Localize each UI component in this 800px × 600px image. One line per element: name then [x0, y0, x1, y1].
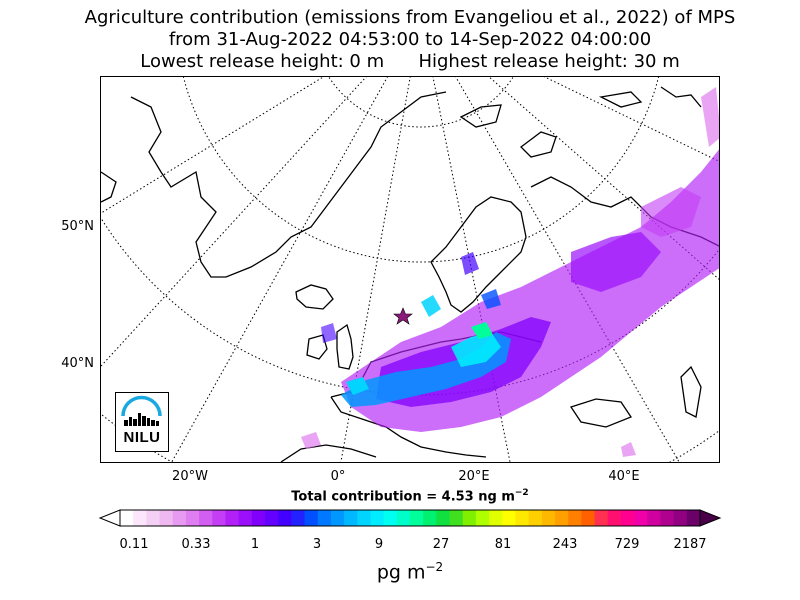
colorbar-segment [620, 510, 635, 526]
colorbar-segment [278, 510, 292, 526]
colorbar-segment [212, 510, 226, 526]
colorbar-segment [291, 510, 306, 526]
colorbar-segment [396, 510, 411, 526]
total-contribution: Total contribution = 4.53 ng m−2 [0, 488, 800, 504]
colorbar-segment [475, 510, 490, 526]
colorbar-segment [304, 510, 319, 526]
map-title-line-1: Agriculture contribution (emissions from… [84, 7, 736, 28]
colorbar-segment [594, 510, 609, 526]
colorbar-segment [449, 510, 464, 526]
colorbar-segment [370, 510, 385, 526]
colorbar-segment [172, 510, 187, 526]
colorbar-segment [555, 510, 569, 526]
colorbar-unit-exponent: −2 [425, 560, 444, 574]
map-panel [100, 76, 720, 463]
colorbar-segment [541, 510, 556, 526]
colorbar-tick: 2187 [673, 537, 707, 552]
colorbar-unit-label: pg m−2 [0, 560, 800, 583]
colorbar-segment [133, 510, 147, 526]
colorbar-segment [238, 510, 253, 526]
colorbar-segment [185, 510, 200, 526]
lon-label-40e: 40°E [608, 469, 640, 484]
colorbar-segment [410, 510, 424, 526]
colorbar-max-extend [699, 509, 722, 527]
lon-label-20w: 20°W [172, 469, 208, 484]
nilu-logo-text: NILU [123, 429, 161, 446]
colorbar-segment [607, 510, 622, 526]
colorbar-segment [686, 510, 701, 526]
colorbar-segment [515, 510, 530, 526]
colorbar-tick: 0.11 [119, 537, 149, 552]
concentration-field [301, 87, 719, 457]
colorbar-tick: 243 [552, 537, 578, 552]
colorbar-segment [634, 510, 648, 526]
colorbar-tick: 3 [312, 537, 322, 552]
colorbar-segment [120, 510, 134, 526]
colorbar-min-extend [98, 509, 121, 527]
colorbar-segment [436, 510, 451, 526]
colorbar-segment [265, 510, 279, 526]
colorbar-frame [119, 509, 701, 527]
colorbar-tick: 9 [374, 537, 384, 552]
colorbar-segment [251, 510, 266, 526]
nilu-logo: NILU [115, 392, 169, 452]
colorbar-segment [489, 510, 503, 526]
colorbar-tick: 27 [432, 537, 450, 552]
colorbar-segment [581, 510, 596, 526]
colorbar-segment [383, 510, 398, 526]
map-canvas [101, 77, 719, 462]
colorbar-segment [660, 510, 675, 526]
colorbar-segment [344, 510, 358, 526]
colorbar-segment [647, 510, 661, 526]
colorbar-segment [528, 510, 543, 526]
colorbar-unit-text: pg m [376, 561, 426, 584]
colorbar-segment [225, 510, 240, 526]
map-title-line-3: Lowest release height: 0 m Highest relea… [140, 51, 680, 72]
map-title-line-2: from 31-Aug-2022 04:53:00 to 14-Sep-2022… [168, 29, 652, 50]
lon-label-20e: 20°E [458, 469, 490, 484]
total-contribution-text: Total contribution = 4.53 ng m [291, 489, 515, 505]
colorbar-segment [673, 510, 688, 526]
colorbar-segment [159, 510, 174, 526]
colorbar-segment [423, 510, 437, 526]
lat-label-50n: 50°N [61, 219, 94, 234]
colorbar-tick: 1 [250, 537, 260, 552]
colorbar-segment [146, 510, 161, 526]
nilu-logo-mark [121, 395, 162, 426]
colorbar-tick: 729 [614, 537, 640, 552]
total-contribution-exponent: −2 [514, 488, 529, 498]
colorbar-segment [568, 510, 582, 526]
colorbar-segment [317, 510, 332, 526]
colorbar-segment [330, 510, 345, 526]
colorbar [98, 509, 722, 527]
colorbar-segment [462, 510, 477, 526]
colorbar-segment [199, 510, 213, 526]
star-icon [393, 307, 413, 325]
colorbar-segment [357, 510, 371, 526]
lon-label-0: 0° [330, 469, 346, 484]
colorbar-segment [502, 510, 516, 526]
colorbar-tick: 0.33 [181, 537, 211, 552]
lat-label-40n: 40°N [61, 356, 94, 371]
colorbar-tick: 81 [494, 537, 512, 552]
